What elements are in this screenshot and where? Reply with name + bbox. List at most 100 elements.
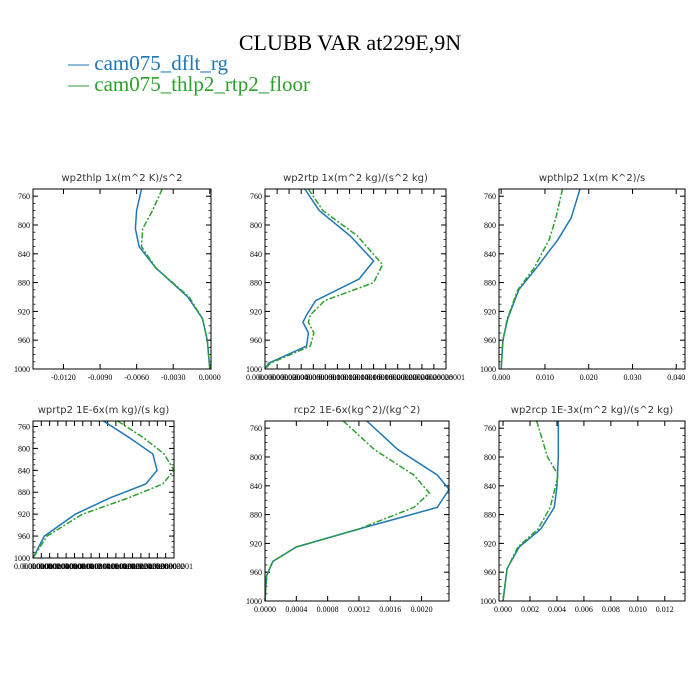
ytick-label: 960 <box>18 336 30 345</box>
ytick-label: 840 <box>18 250 30 259</box>
xtick-label: 0.010 <box>629 605 647 614</box>
xtick-label: 0.00000030 <box>138 562 176 571</box>
xtick-label: 0.00000024 <box>391 373 429 382</box>
xtick-label: 0.000 <box>494 605 512 614</box>
ytick-label: 880 <box>18 488 30 497</box>
ytick-label: 880 <box>484 511 496 520</box>
xtick-label: 0.00000002 <box>22 562 60 571</box>
xtick-label: 0.00000014 <box>331 373 369 382</box>
panel-1: wp2rtp 1x(m^2 kg)/(s^2 kg) 760 800 840 880 92… <box>246 173 465 382</box>
plot-frame <box>498 188 686 370</box>
ytick-label: 760 <box>18 192 30 201</box>
xtick-label: 0.00000008 <box>47 562 85 571</box>
ytick-label: 1000 <box>246 597 262 606</box>
ytick-label: 800 <box>18 221 30 230</box>
panel-5: wp2rcp 1E-3x(m^2 kg)/(s^2 kg) 760 800 840 88… <box>480 405 686 614</box>
xtick-label: 0.00000010 <box>55 562 93 571</box>
series-line-1 <box>140 188 211 370</box>
ytick-label: 1000 <box>480 597 496 606</box>
xtick-label: 0.010 <box>536 373 554 382</box>
series-line-0 <box>32 420 158 559</box>
ytick-label: 800 <box>484 453 496 462</box>
legend-entry-dflt: — cam075_dflt_rg <box>68 51 228 76</box>
series-line-0 <box>134 188 211 370</box>
ytick-label: 840 <box>484 250 496 259</box>
xtick-label: 0.00000022 <box>379 373 417 382</box>
xtick-label: 0.040 <box>667 373 685 382</box>
xtick-label: 0.0012 <box>348 605 370 614</box>
xtick-label: 0.00000012 <box>318 373 356 382</box>
xtick-label: 0.00000016 <box>342 373 380 382</box>
xtick-label: 0.00000006 <box>39 562 77 571</box>
ytick-label: 1000 <box>246 365 262 374</box>
ytick-label: 760 <box>250 424 262 433</box>
ytick-label: 760 <box>484 192 496 201</box>
xtick-label: 0.00000004 <box>270 373 308 382</box>
xtick-label: 0.00000002 <box>258 373 296 382</box>
ytick-label: 920 <box>250 307 262 316</box>
xtick-label: 0.00000018 <box>89 562 127 571</box>
panel-2: wpthlp2 1x(m K^2)/s 760 800 840 880 920 960 100… <box>480 173 686 382</box>
ytick-label: 1000 <box>14 554 30 563</box>
xtick-label: 0.0000 <box>199 373 221 382</box>
legend-swatch: — <box>68 51 95 75</box>
xtick-label: -0.0120 <box>51 373 76 382</box>
xtick-label: 0.00000004 <box>31 562 69 571</box>
panel-title: rcp2 1E-6x(kg^2)/(kg^2) <box>294 405 421 416</box>
ytick-label: 880 <box>484 279 496 288</box>
xtick-label: 0.00000026 <box>122 562 160 571</box>
ytick-label: 960 <box>484 336 496 345</box>
ytick-label: 760 <box>484 424 496 433</box>
ytick-label: 880 <box>250 511 262 520</box>
ytick-label: 960 <box>484 568 496 577</box>
xtick-label: 0.00000022 <box>105 562 143 571</box>
xtick-label: 0.00000028 <box>415 373 453 382</box>
panel-title: wprtp2 1E-6x(m kg)/(s kg) <box>38 405 170 416</box>
ytick-label: 1000 <box>480 365 496 374</box>
ytick-label: 960 <box>18 532 30 541</box>
ytick-label: 760 <box>250 192 262 201</box>
xtick-label: 0.00000001 <box>427 373 465 382</box>
ytick-label: 800 <box>250 221 262 230</box>
xtick-label: 0.030 <box>623 373 641 382</box>
xtick-label: -0.0060 <box>124 373 149 382</box>
plot-frame <box>498 420 686 602</box>
plot-frame <box>32 188 212 370</box>
xtick-label: 0.000 <box>492 373 510 382</box>
ytick-label: 920 <box>18 510 30 519</box>
ytick-label: 800 <box>484 221 496 230</box>
plot-frame <box>264 420 450 602</box>
xtick-label: 0.004 <box>548 605 566 614</box>
ytick-label: 960 <box>250 568 262 577</box>
panel-title: wp2rcp 1E-3x(m^2 kg)/(s^2 kg) <box>511 405 674 416</box>
xtick-label: 0.00000006 <box>282 373 320 382</box>
xtick-label: 0.0008 <box>317 605 339 614</box>
series-line-0 <box>264 420 450 602</box>
series-line-1 <box>264 420 431 602</box>
series-line-0 <box>264 188 375 370</box>
xtick-label: 0.00000001 <box>155 562 193 571</box>
plot-frame <box>32 420 175 559</box>
plot-frame <box>264 188 447 370</box>
xtick-label: 0.00000014 <box>72 562 110 571</box>
panel-title: wp2rtp 1x(m^2 kg)/(s^2 kg) <box>283 173 428 184</box>
ytick-label: 920 <box>250 539 262 548</box>
xtick-label: 0.00000024 <box>114 562 152 571</box>
xtick-label: 0.00000032 <box>147 562 185 571</box>
ytick-label: 920 <box>484 539 496 548</box>
xtick-label: 0.00000018 <box>355 373 393 382</box>
ytick-label: 880 <box>250 279 262 288</box>
xtick-label: 0.00000000 <box>14 562 52 571</box>
panel-0: wp2thlp 1x(m^2 K)/s^2 760 800 840 880 920 960 1… <box>14 173 221 382</box>
xtick-label: 0.00000012 <box>64 562 102 571</box>
xtick-label: -0.0090 <box>88 373 113 382</box>
series-line-0 <box>502 421 560 602</box>
ytick-label: 960 <box>250 336 262 345</box>
ytick-label: 840 <box>250 250 262 259</box>
ytick-label: 760 <box>18 422 30 431</box>
xtick-label: 0.00000016 <box>80 562 118 571</box>
series-line-1 <box>502 420 560 602</box>
xtick-label: 0.0004 <box>285 605 307 614</box>
xtick-label: 0.00000020 <box>97 562 135 571</box>
series-line-1 <box>32 420 175 559</box>
